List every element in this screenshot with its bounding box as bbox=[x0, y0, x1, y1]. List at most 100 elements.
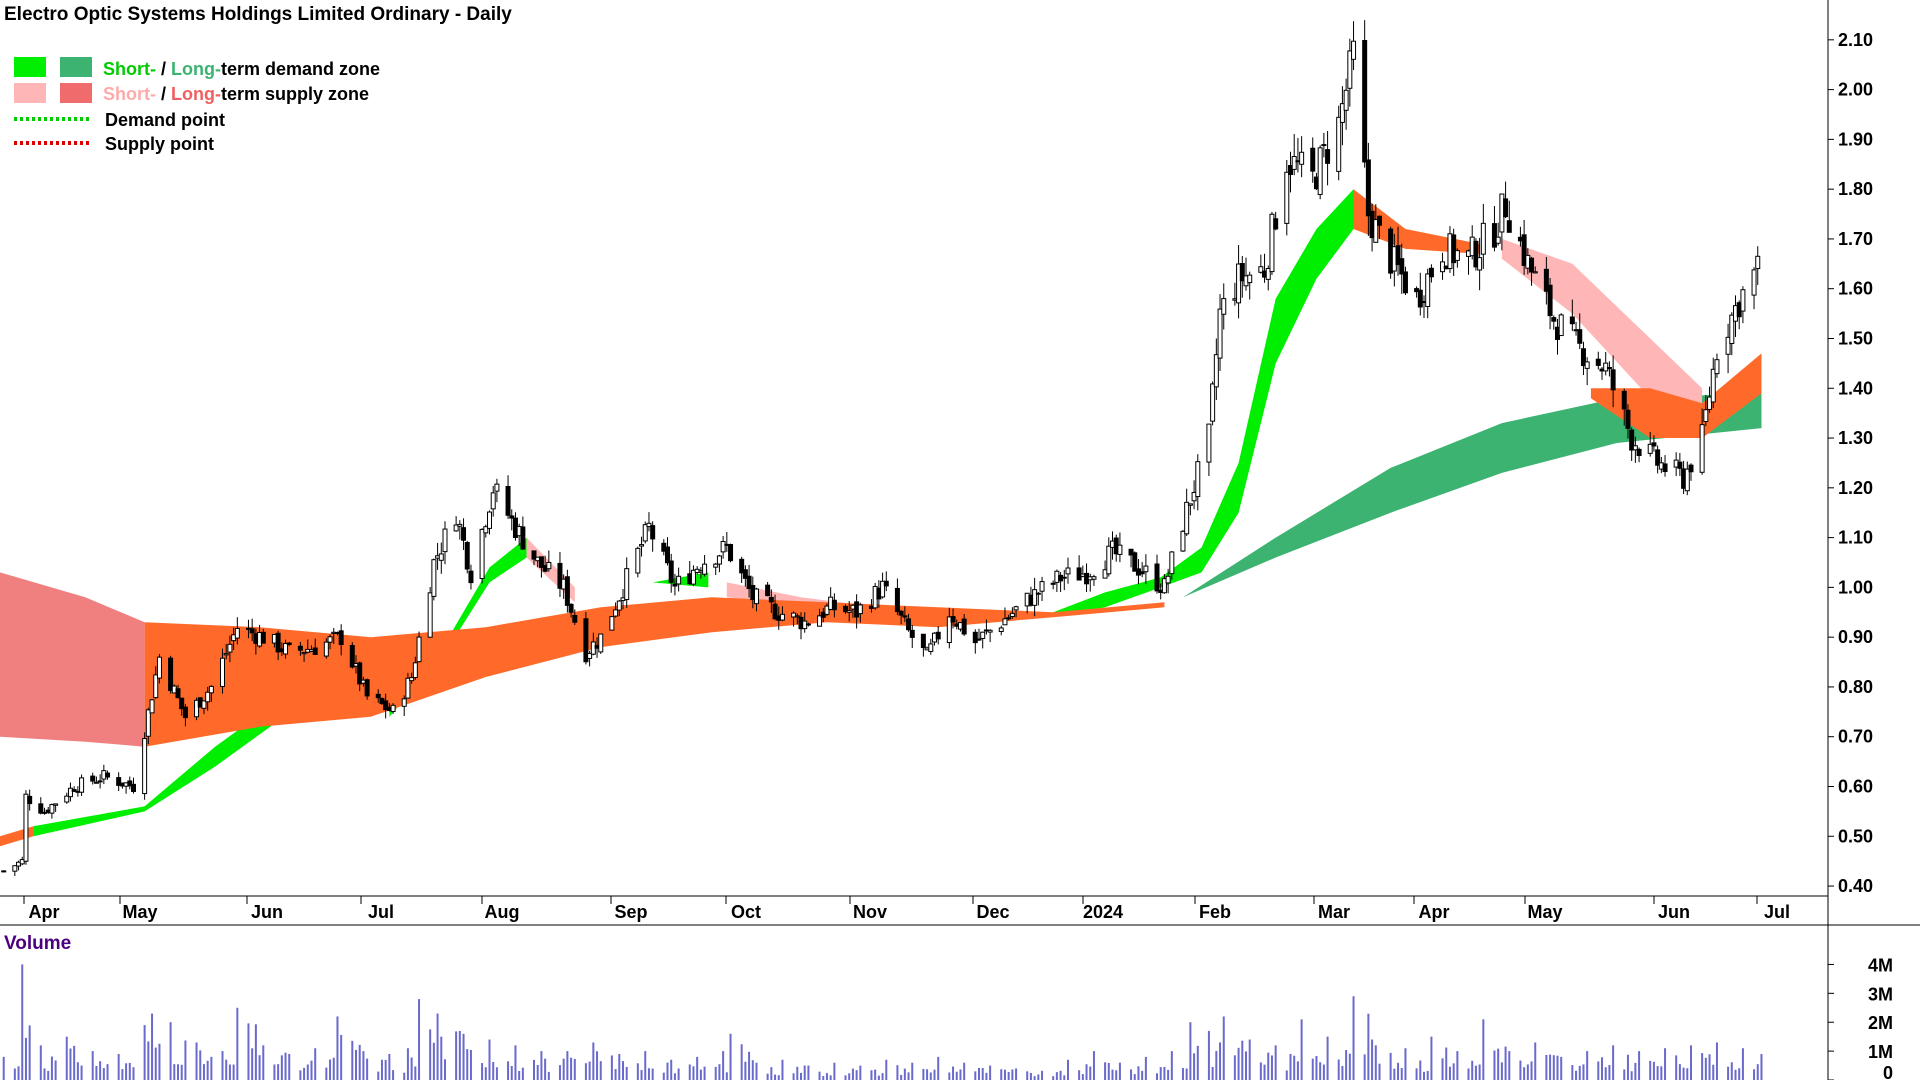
volume-bar bbox=[1041, 1070, 1044, 1080]
volume-bar bbox=[247, 1023, 250, 1080]
candle-body-up bbox=[846, 610, 852, 613]
candle bbox=[79, 774, 85, 796]
candle-body-down bbox=[906, 618, 912, 631]
candle-body-down bbox=[1543, 268, 1549, 292]
volume-bar bbox=[1652, 1061, 1655, 1080]
candle-body-down bbox=[1491, 223, 1497, 248]
candle-body-down bbox=[1651, 442, 1657, 447]
volume-bar bbox=[154, 1047, 157, 1080]
date-axis: Apr May Jun Jul Aug Sep Oct Nov Dec 2024 Feb Mar Apr… bbox=[23, 896, 1790, 922]
volume-bar bbox=[874, 1069, 877, 1080]
candle bbox=[716, 554, 722, 573]
candle bbox=[223, 643, 229, 660]
candle bbox=[1213, 338, 1219, 400]
candle-body-down bbox=[583, 618, 589, 663]
volume-bar bbox=[1137, 1066, 1140, 1080]
volume-bar bbox=[388, 1054, 391, 1080]
candle bbox=[1725, 323, 1731, 374]
candle bbox=[1751, 267, 1757, 310]
volume-bar bbox=[573, 1058, 576, 1080]
candle-body-up bbox=[1091, 576, 1097, 580]
candle-body-up bbox=[142, 738, 148, 795]
candle bbox=[182, 704, 188, 727]
volume-bar bbox=[851, 1068, 854, 1080]
candle bbox=[772, 594, 778, 621]
candle-body-up bbox=[639, 544, 645, 547]
date-tick-label: Aug bbox=[485, 902, 520, 922]
candle bbox=[1688, 463, 1694, 481]
candle-body-down bbox=[1035, 592, 1041, 595]
volume-bar bbox=[1267, 1052, 1270, 1080]
candle-body-up bbox=[946, 616, 952, 644]
candle-body-down bbox=[1139, 571, 1145, 575]
volume-bar bbox=[1111, 1069, 1114, 1080]
volume-bar bbox=[666, 1062, 669, 1080]
candle-body-down bbox=[1577, 329, 1583, 344]
candle-body-down bbox=[1132, 552, 1138, 572]
candle-body-up bbox=[1714, 359, 1720, 375]
candle bbox=[179, 697, 185, 716]
candle bbox=[1221, 283, 1227, 330]
candle bbox=[998, 625, 1004, 636]
volume-bar bbox=[1638, 1051, 1641, 1080]
candle-body-down bbox=[1629, 429, 1635, 451]
volume-bar bbox=[280, 1055, 283, 1080]
candle bbox=[898, 610, 904, 625]
candle bbox=[520, 516, 526, 550]
volume-bar bbox=[76, 1062, 79, 1080]
candle bbox=[676, 567, 682, 592]
candle-body-up bbox=[1180, 530, 1186, 552]
volume-bar bbox=[592, 1042, 595, 1080]
date-tick-label: Apr bbox=[29, 902, 60, 922]
candle-body-down bbox=[1239, 263, 1245, 282]
volume-bar bbox=[963, 1062, 966, 1080]
candle bbox=[1239, 256, 1245, 298]
price-tick-label: 0.60 bbox=[1838, 776, 1873, 796]
price-tick-label: 0.90 bbox=[1838, 627, 1873, 647]
candle-body-up bbox=[453, 524, 459, 532]
volume-bar bbox=[640, 1070, 643, 1080]
candle bbox=[624, 557, 630, 609]
volume-bar bbox=[329, 1059, 332, 1080]
candle-body-up bbox=[720, 541, 726, 553]
volume-tick-label: 2M bbox=[1868, 1013, 1893, 1033]
volume-bar bbox=[981, 1067, 984, 1080]
candle-body-down bbox=[572, 614, 578, 623]
volume-bar bbox=[414, 1066, 417, 1080]
volume-bar bbox=[1675, 1055, 1678, 1080]
volume-bar bbox=[781, 1059, 784, 1080]
volume-bar bbox=[221, 1051, 224, 1080]
volume-bar bbox=[180, 1064, 183, 1080]
candle-body-down bbox=[1362, 40, 1368, 163]
volume-bar bbox=[536, 1064, 539, 1080]
volume-bar bbox=[766, 1073, 769, 1080]
date-tick-label: Jun bbox=[1658, 902, 1690, 922]
volume-bar bbox=[959, 1069, 962, 1080]
volume-bar bbox=[366, 1058, 369, 1080]
candle-body-up bbox=[223, 653, 229, 656]
candle-body-up bbox=[1480, 222, 1486, 255]
volume-bar bbox=[128, 1062, 131, 1080]
volume-bar bbox=[1393, 1068, 1396, 1080]
volume-bar bbox=[432, 1042, 435, 1080]
volume-bar bbox=[1630, 1071, 1633, 1080]
candle bbox=[946, 607, 952, 649]
candle-body-up bbox=[609, 616, 615, 631]
candle-body-down bbox=[105, 772, 111, 778]
volume-bar bbox=[1189, 1022, 1192, 1080]
candle bbox=[1569, 299, 1575, 331]
candle bbox=[583, 611, 589, 665]
candle-body-up bbox=[1373, 219, 1379, 243]
candle bbox=[980, 631, 986, 649]
price-tick-label: 0.70 bbox=[1838, 727, 1873, 747]
volume-bar bbox=[974, 1071, 977, 1080]
volume-bar bbox=[859, 1065, 862, 1080]
candle bbox=[1495, 222, 1501, 246]
candle bbox=[817, 608, 823, 627]
candle bbox=[509, 509, 515, 531]
candle-body-down bbox=[1551, 317, 1557, 322]
candle-body-down bbox=[509, 515, 515, 519]
candle bbox=[431, 558, 437, 601]
candle bbox=[1684, 461, 1690, 496]
volume-axis: 01M 2M 3M 4M bbox=[1828, 955, 1893, 1083]
